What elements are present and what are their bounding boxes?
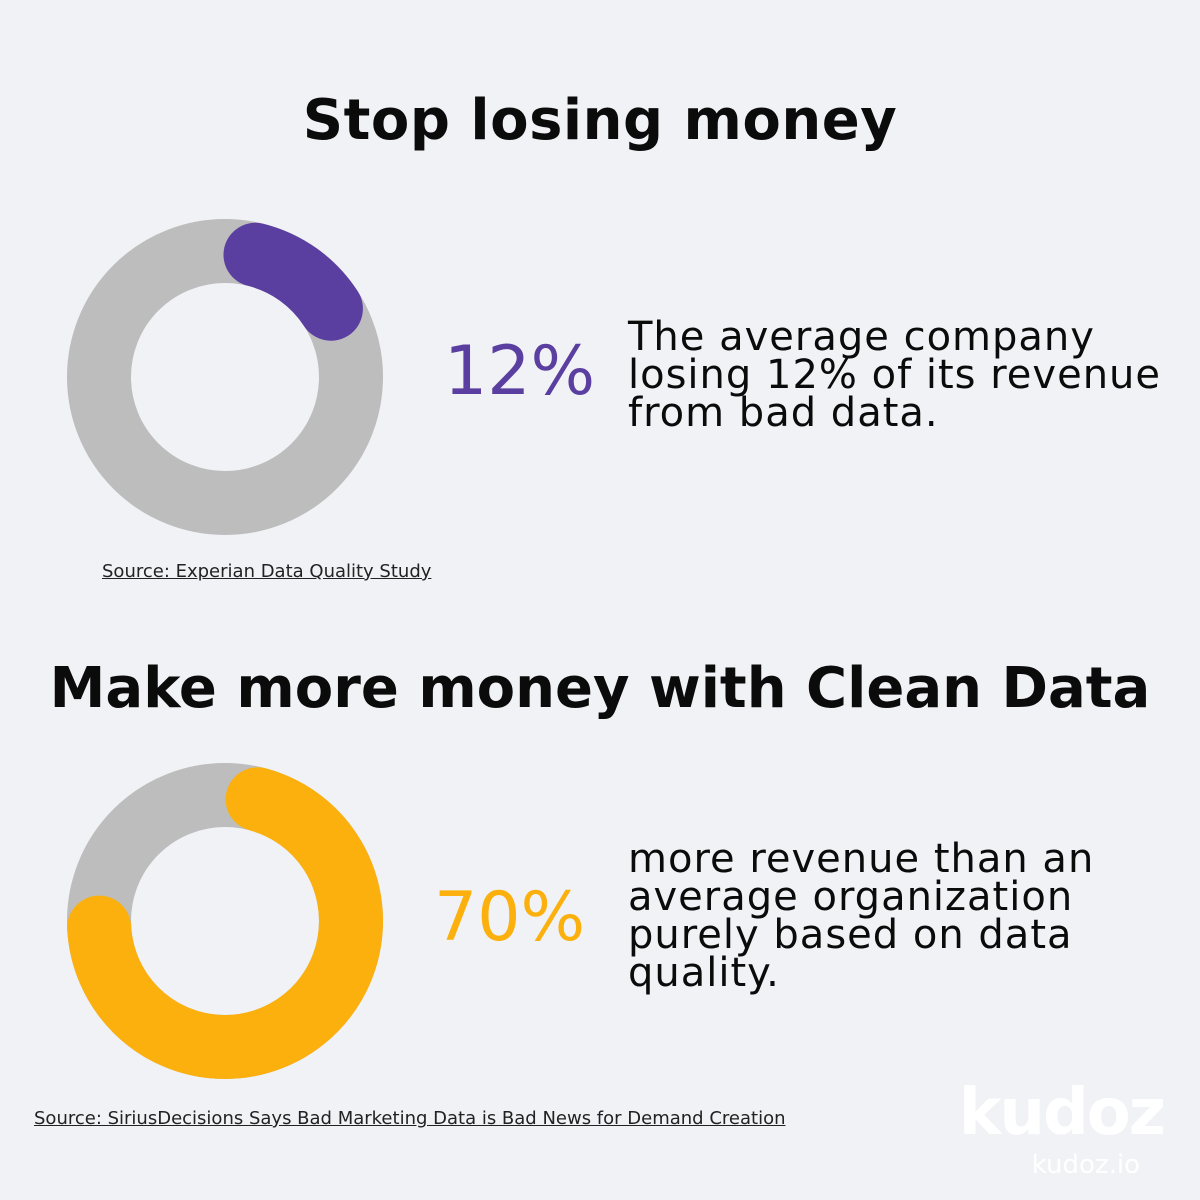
donut-chart-revenue-gain [67,763,383,1079]
description-line: The average company [628,314,1095,360]
donut-value-arc [223,222,363,341]
description-line: from bad data. [628,390,939,436]
description-line: purely based on data [628,912,1073,958]
donut-chart-revenue-loss [67,219,383,535]
description-line: more revenue than an [628,836,1095,882]
kudoz-logo: kudoz [958,1076,1166,1150]
brand-url: kudoz.io [1031,1150,1140,1180]
section2-description: more revenue than an average organizatio… [628,836,1095,996]
description-line: average organization [628,874,1074,920]
description-line: losing 12% of its revenue [628,352,1162,398]
donut-value-arc [67,767,383,1079]
percent-label-12: 12% [444,332,596,411]
source-link-siriusdecisions[interactable]: Source: SiriusDecisions Says Bad Marketi… [34,1108,786,1129]
source-link-experian[interactable]: Source: Experian Data Quality Study [102,561,432,582]
description-line: quality. [628,950,780,996]
section2-title: Make more money with Clean Data [49,656,1151,721]
percent-label-70: 70% [434,878,586,957]
section1-description: The average company losing 12% of its re… [628,314,1162,436]
section1-title: Stop losing money [302,88,898,153]
